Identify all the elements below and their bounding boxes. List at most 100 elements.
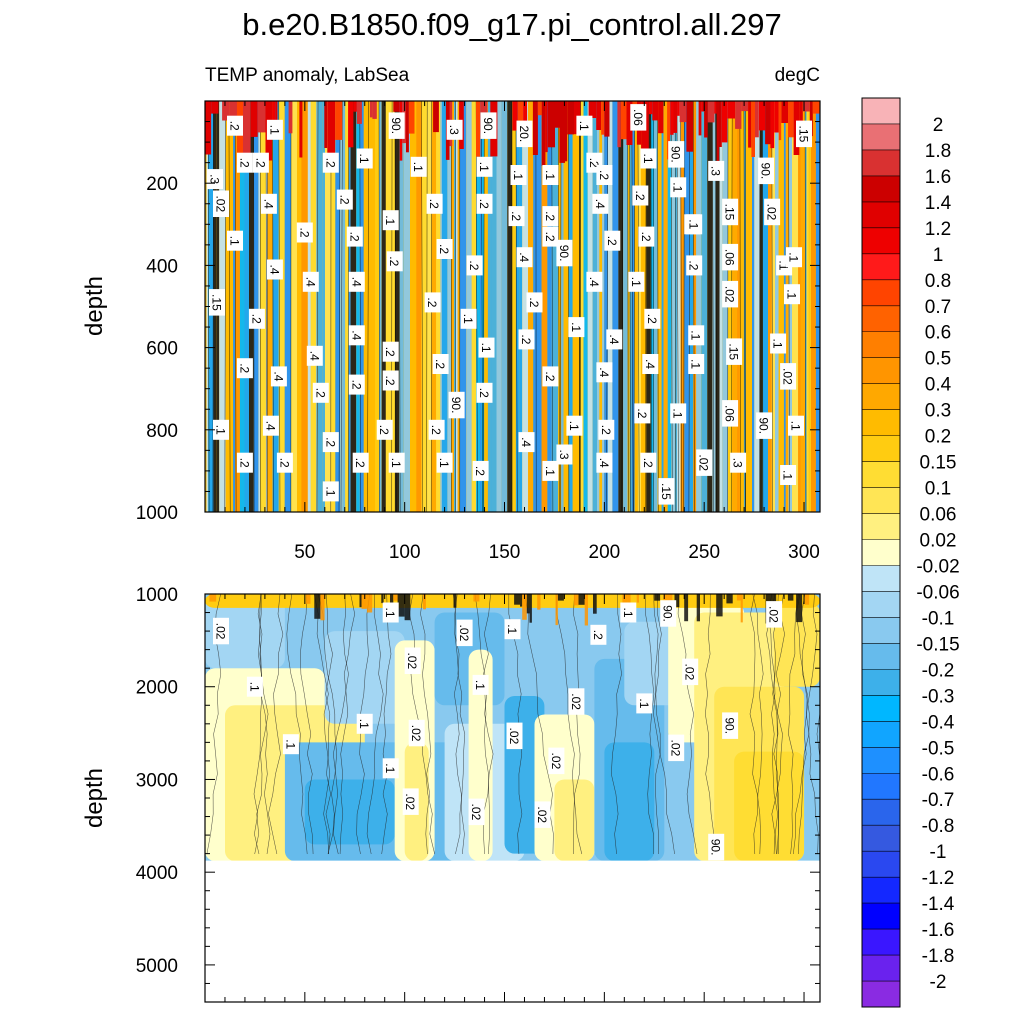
upper-band-110 bbox=[653, 101, 658, 512]
upper-contour-label-text-94: .3 bbox=[709, 166, 723, 176]
lower-contour-label-bg-12 bbox=[504, 619, 521, 640]
lower-contour-label-text-1: .1 bbox=[247, 682, 261, 692]
upper-band-125 bbox=[712, 101, 716, 512]
upper-contour-label-bg-17 bbox=[296, 222, 313, 243]
upper-contour-label-48: .2 bbox=[466, 255, 483, 276]
upper-y-tick-label-4: 1000 bbox=[136, 503, 178, 524]
upper-band-35 bbox=[348, 101, 351, 512]
upper-contour-label-text-27: .4 bbox=[349, 277, 363, 287]
upper-band-147 bbox=[798, 101, 801, 512]
upper-band-43 bbox=[381, 101, 386, 512]
upper-contour-label-bg-33 bbox=[382, 370, 399, 391]
upper-contour-line-39 bbox=[359, 101, 361, 512]
upper-contour-label-text-28: .4 bbox=[349, 330, 363, 340]
lower-contour-label-text-10: .1 bbox=[473, 680, 487, 690]
upper-contour-label-bg-91 bbox=[670, 177, 687, 198]
upper-contour-label-19: .4 bbox=[306, 345, 323, 366]
upper-contour-label-bg-66 bbox=[542, 460, 559, 481]
upper-contour-line-106 bbox=[633, 101, 635, 512]
upper-band-70 bbox=[491, 101, 497, 512]
upper-contour-label-112: .02 bbox=[780, 363, 797, 390]
lower-contour-label-bg-10 bbox=[472, 674, 489, 695]
upper-contour-label-bg-23 bbox=[322, 152, 339, 173]
upper-band-61 bbox=[457, 101, 460, 512]
colorbar-label-17: -0.02 bbox=[916, 557, 959, 578]
upper-contour-label-text-51: .2 bbox=[477, 199, 491, 209]
lower-contour-label-text-6: .02 bbox=[405, 652, 419, 669]
upper-contour-label-text-116: .15 bbox=[797, 126, 811, 143]
lower-contour-label-text-4: .1 bbox=[357, 719, 371, 729]
lower-contour-label-bg-7 bbox=[408, 719, 425, 747]
upper-contour-label-37: 90. bbox=[388, 112, 405, 139]
upper-band-33 bbox=[342, 101, 346, 512]
lower-top-cell-42 bbox=[787, 594, 794, 601]
lower-contour-label-bg-13 bbox=[506, 722, 523, 750]
lower-contour-line-0 bbox=[766, 594, 783, 855]
upper-band-14 bbox=[258, 101, 261, 512]
upper-band-60 bbox=[455, 101, 458, 512]
upper-band-134 bbox=[745, 101, 752, 512]
upper-surface-cell-52 bbox=[626, 101, 633, 145]
lower-contour-label-text-5: .1 bbox=[383, 763, 397, 773]
lower-contour-label-text-25: .02 bbox=[767, 606, 781, 623]
upper-contour-label-text-9: .1 bbox=[214, 425, 228, 435]
upper-contour-label-text-71: .1 bbox=[577, 121, 591, 131]
upper-band-104 bbox=[631, 101, 635, 512]
lower-contour-label-text-11: .02 bbox=[469, 804, 483, 821]
upper-contour-line-88 bbox=[568, 101, 570, 512]
upper-contour-label-bg-69 bbox=[568, 317, 585, 338]
upper-contour-label-bg-30 bbox=[352, 452, 369, 473]
upper-band-143 bbox=[783, 101, 786, 512]
colorbar-swatch-16 bbox=[862, 513, 900, 540]
upper-contour-line-10 bbox=[234, 101, 237, 512]
upper-contour-label-29: .2 bbox=[348, 374, 365, 395]
lower-contour-line-36 bbox=[749, 594, 761, 855]
upper-band-117 bbox=[677, 101, 681, 512]
upper-band-138 bbox=[762, 101, 768, 512]
upper-contour-label-94: .3 bbox=[708, 160, 725, 181]
upper-contour-label-text-75: .2 bbox=[597, 170, 611, 180]
upper-band-137 bbox=[759, 101, 763, 512]
upper-contour-label-bg-15 bbox=[262, 415, 279, 436]
upper-surface-cell-30 bbox=[476, 101, 481, 157]
upper-band-32 bbox=[340, 101, 343, 512]
upper-contour-label-bg-28 bbox=[348, 325, 365, 346]
colorbar-swatch-18 bbox=[862, 565, 900, 592]
colorbar-swatch-11 bbox=[862, 383, 900, 410]
upper-band-8 bbox=[233, 101, 236, 512]
upper-band-50 bbox=[416, 101, 422, 512]
upper-band-72 bbox=[501, 101, 508, 512]
colorbar-swatch-0 bbox=[862, 98, 900, 125]
upper-contour-label-bg-46 bbox=[460, 308, 477, 329]
upper-contour-label-bg-9 bbox=[213, 419, 229, 440]
upper-contour-label-bg-43 bbox=[436, 239, 453, 259]
upper-band-82 bbox=[547, 101, 552, 512]
upper-contour-label-text-66: .1 bbox=[543, 466, 557, 476]
lower-contour-label-bg-21 bbox=[660, 600, 677, 627]
lower-contour-label-19: .1 bbox=[636, 693, 653, 714]
upper-contour-label-bg-41 bbox=[428, 419, 445, 440]
upper-contour-label-text-107: 90. bbox=[759, 163, 773, 180]
colorbar-swatch-25 bbox=[862, 747, 900, 774]
lower-contour-label-11: .02 bbox=[468, 798, 485, 826]
upper-contour-label-55: .1 bbox=[510, 165, 527, 185]
upper-contour-label-4: .02 bbox=[213, 190, 229, 218]
upper-contour-label-bg-77 bbox=[606, 329, 623, 350]
lower-contour-label-text-3: .1 bbox=[383, 607, 397, 617]
upper-contour-label-83: .2 bbox=[632, 185, 649, 206]
upper-contour-label-text-23: .2 bbox=[323, 158, 337, 168]
upper-contour-label-51: .2 bbox=[476, 193, 493, 214]
upper-surface-cell-50 bbox=[617, 101, 621, 148]
upper-band-68 bbox=[484, 101, 488, 512]
upper-band-23 bbox=[301, 101, 308, 512]
upper-contour-label-28: .4 bbox=[348, 325, 365, 346]
upper-contour-label-text-20: .2 bbox=[313, 388, 327, 398]
upper-band-123 bbox=[701, 101, 708, 512]
lower-contour-label-bg-6 bbox=[404, 647, 421, 674]
lower-contour-label-23: 90. bbox=[722, 712, 739, 739]
upper-contour-label-bg-65 bbox=[542, 366, 559, 387]
upper-band-57 bbox=[447, 101, 452, 512]
lower-x-axis bbox=[224, 594, 805, 1002]
upper-contour-label-100: .02 bbox=[696, 449, 713, 476]
